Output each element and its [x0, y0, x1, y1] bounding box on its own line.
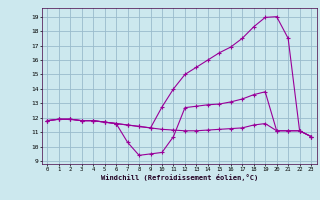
X-axis label: Windchill (Refroidissement éolien,°C): Windchill (Refroidissement éolien,°C): [100, 174, 258, 181]
